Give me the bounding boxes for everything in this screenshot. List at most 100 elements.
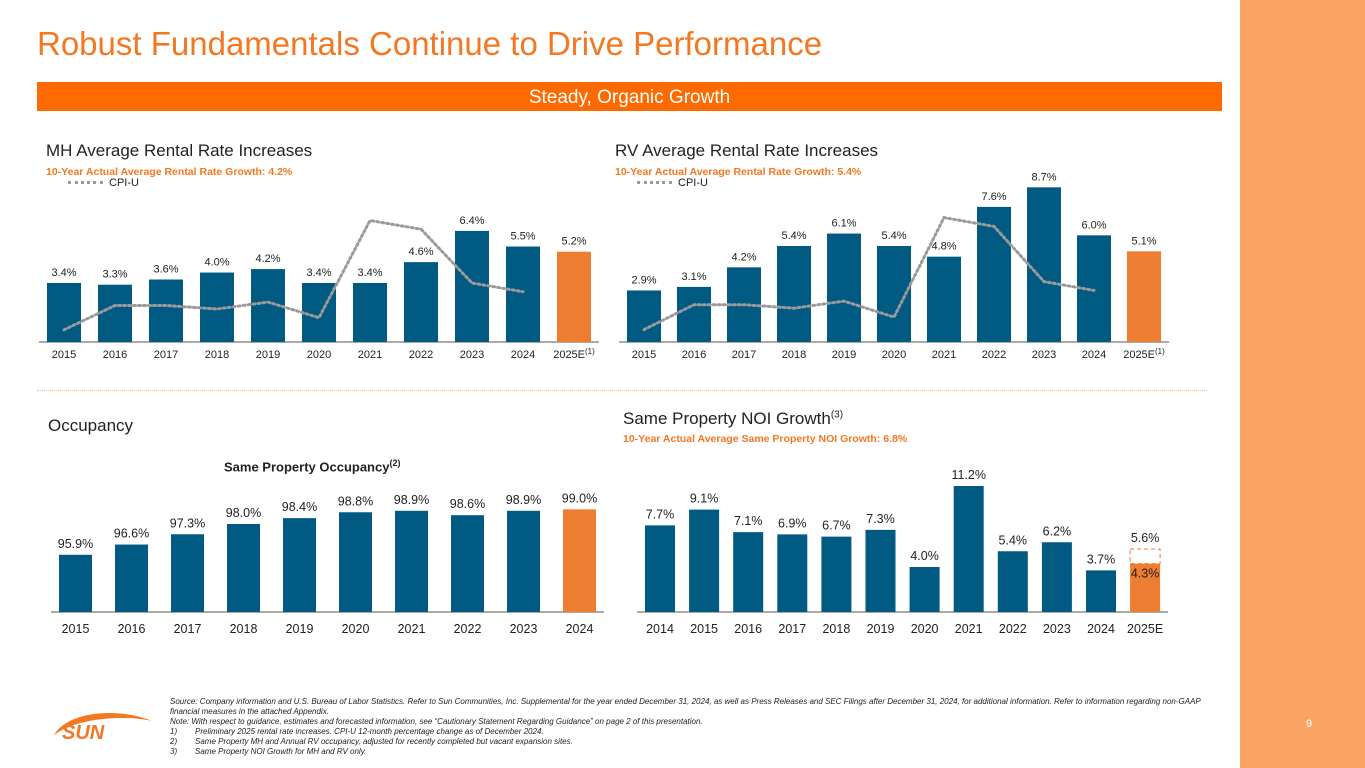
bar [339, 512, 372, 612]
right-accent-band [1240, 0, 1365, 768]
data-label: 2.9% [631, 274, 656, 286]
x-tick-label: 2016 [734, 622, 762, 636]
bar [977, 206, 1011, 342]
cpi-series-line [642, 215, 1096, 332]
data-label: 3.7% [1087, 552, 1116, 566]
bar [115, 544, 148, 612]
x-tick-label: 2021 [398, 622, 426, 636]
bar [59, 554, 92, 612]
footnote-ref: (1) [585, 347, 595, 356]
data-label: 3.4% [357, 267, 382, 279]
x-tick-label: 2016 [103, 349, 127, 361]
cpi-legend-swatch [68, 180, 103, 184]
rv-subtitle: 10-Year Actual Average Rental Rate Growt… [615, 166, 862, 178]
x-tick-label: 2015 [62, 622, 90, 636]
data-label-range-high: 5.6% [1131, 531, 1160, 545]
data-label: 98.0% [226, 506, 261, 520]
data-label: 4.8% [931, 241, 956, 253]
occupancy-footnote-ref: (2) [389, 458, 401, 468]
x-tick-label: 2022 [999, 622, 1027, 636]
data-label: 5.2% [561, 236, 586, 248]
data-label: 98.9% [394, 493, 429, 507]
data-label: 6.0% [1081, 219, 1106, 231]
data-label: 4.2% [255, 253, 280, 265]
x-tick-label: 2023 [510, 622, 538, 636]
page-title: Robust Fundamentals Continue to Drive Pe… [37, 25, 823, 62]
noi-section-title: Same Property NOI Growth(3) [623, 409, 843, 429]
occupancy-chart: 95.9% 2015 96.6% 2016 97.3% 2017 98.0% 2018 98.4… [51, 491, 604, 636]
data-label: 4.0% [910, 549, 939, 563]
bar [395, 510, 428, 612]
noi-section-title-text: Same Property NOI Growth [623, 409, 831, 428]
data-label: 98.9% [506, 493, 541, 507]
bar [1086, 570, 1116, 612]
bar [47, 282, 81, 342]
bar [1041, 542, 1072, 612]
cpi-legend-swatch [637, 180, 672, 184]
occupancy-chart-title: Same Property Occupancy(2) [224, 458, 400, 474]
estimate-bar [1130, 563, 1161, 612]
x-tick-label: 2017 [778, 622, 806, 636]
x-tick-label: 2024 [1082, 349, 1106, 361]
x-tick-label: 2021 [955, 622, 983, 636]
x-tick-label: 2022 [454, 622, 482, 636]
bar [733, 532, 764, 612]
rv-legend: CPI-U [637, 177, 708, 189]
x-tick-label: 2019 [256, 349, 280, 361]
data-label: 4.3% [1131, 567, 1160, 581]
occupancy-section-title: Occupancy [48, 416, 134, 435]
data-label: 7.1% [734, 514, 763, 528]
bar [777, 246, 811, 342]
x-tick-label: 2017 [154, 349, 178, 361]
estimate-bar [1127, 251, 1161, 342]
bar [302, 282, 336, 342]
bar [677, 286, 711, 342]
bar [689, 509, 720, 612]
x-tick-label: 2015 [690, 622, 718, 636]
x-tick-label: 2017 [732, 349, 756, 361]
data-label: 7.7% [646, 507, 675, 521]
page-number: 9 [1306, 718, 1313, 730]
x-tick-label: 2017 [174, 622, 202, 636]
logo-swoosh [54, 712, 152, 735]
sun-logo: SUN [54, 712, 152, 744]
x-tick-label: 2015 [52, 349, 76, 361]
bar [227, 524, 260, 612]
mh-subtitle: 10-Year Actual Average Rental Rate Growt… [46, 166, 293, 178]
data-label: 5.4% [881, 230, 906, 242]
bar [821, 536, 852, 612]
data-label: 95.9% [58, 537, 93, 551]
footnotes: Source: Company information and U.S. Bur… [170, 697, 1220, 757]
data-label: 6.7% [822, 519, 851, 533]
data-label: 4.2% [731, 251, 756, 263]
section-divider [37, 390, 1207, 391]
bar [353, 282, 387, 342]
data-label: 99.0% [562, 491, 597, 505]
data-label: 9.1% [690, 492, 719, 506]
x-tick-label: 2019 [832, 349, 856, 361]
x-tick-label: 2024 [566, 622, 594, 636]
footnote-text: Preliminary 2025 rental rate increases. … [195, 727, 544, 736]
estimate-range-box [1129, 548, 1161, 565]
footnote-item: 2) Same Property MH and Annual RV occupan… [170, 737, 1220, 747]
data-label: 3.4% [51, 267, 76, 279]
data-label: 4.0% [204, 257, 229, 269]
bar [865, 529, 896, 612]
bar [283, 518, 316, 612]
footnote-item: 3) Same Property NOI Growth for MH and RV… [170, 747, 1220, 757]
data-label: 98.4% [282, 500, 317, 514]
bar [997, 551, 1028, 612]
bar [909, 567, 940, 612]
bar [777, 534, 808, 612]
footnote-note: Note: With respect to guidance, estimate… [170, 717, 703, 726]
footnote-source: Source: Company information and U.S. Bur… [170, 697, 1201, 716]
data-label: 11.2% [951, 468, 986, 482]
x-tick-label: 2018 [782, 349, 806, 361]
bar [827, 233, 861, 342]
rv-section-title: RV Average Rental Rate Increases [615, 141, 879, 160]
x-tick-label: 2025E(1) [553, 347, 595, 362]
footnote-item: 1) Preliminary 2025 rental rate increases… [170, 727, 1220, 737]
rv-chart: 2.9% 2015 3.1% 2016 4.2% 2017 5.4% 2018 6.1% 2019… [619, 171, 1169, 361]
bar [98, 284, 132, 342]
mh-legend: CPI-U [68, 177, 139, 189]
